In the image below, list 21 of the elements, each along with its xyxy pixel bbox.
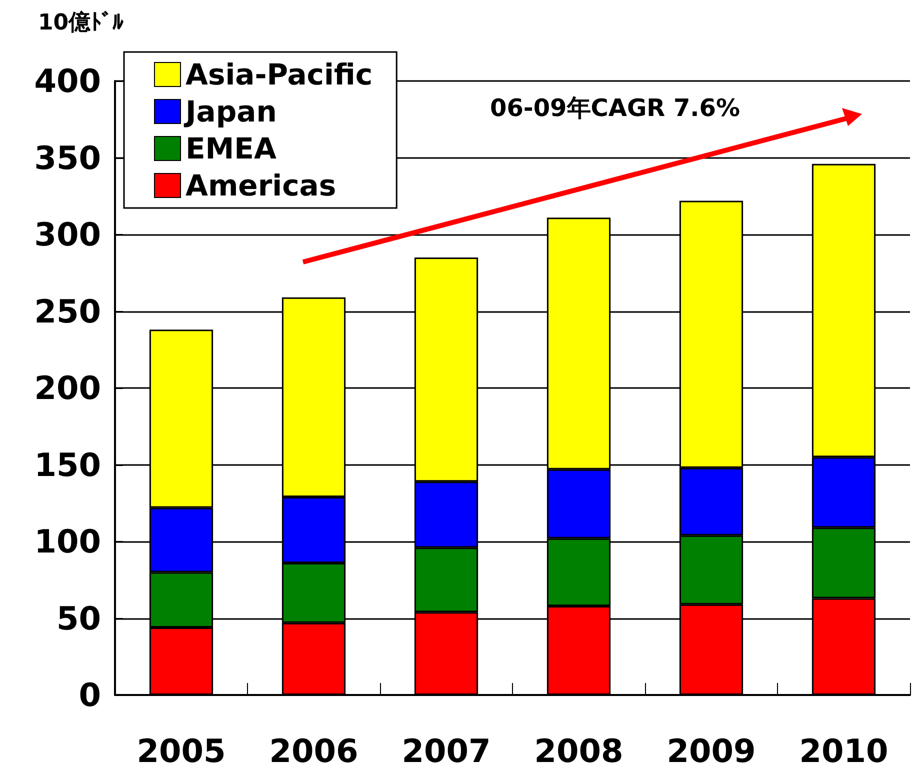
y-tick-label: 150 — [34, 446, 101, 484]
y-tick-label: 300 — [34, 216, 101, 254]
legend-label: Americas — [186, 168, 336, 202]
legend-label: EMEA — [186, 132, 277, 166]
y-tick-label: 50 — [56, 599, 101, 638]
y-tick-label: 200 — [34, 369, 101, 407]
x-tick-label: 2005 — [136, 732, 226, 770]
annotation: 06-09年CAGR 7.6% — [490, 94, 740, 122]
legend-label: Japan — [184, 94, 277, 128]
x-tick-label: 2008 — [534, 732, 624, 770]
y-tick-label: 250 — [34, 292, 101, 330]
x-tick-label: 2010 — [799, 732, 888, 770]
x-tick-label: 2009 — [666, 732, 756, 770]
y-axis-title: 10億ﾄﾞﾙ — [38, 10, 124, 36]
y-tick-label: 350 — [34, 138, 101, 177]
y-tick-label: 400 — [34, 62, 101, 100]
legend-label: Asia-Pacific — [186, 58, 373, 92]
y-tick-label: 100 — [34, 522, 101, 560]
x-tick-label: 2007 — [402, 732, 491, 770]
x-tick-label: 2006 — [269, 732, 358, 770]
y-tick-label: 0 — [78, 676, 101, 714]
